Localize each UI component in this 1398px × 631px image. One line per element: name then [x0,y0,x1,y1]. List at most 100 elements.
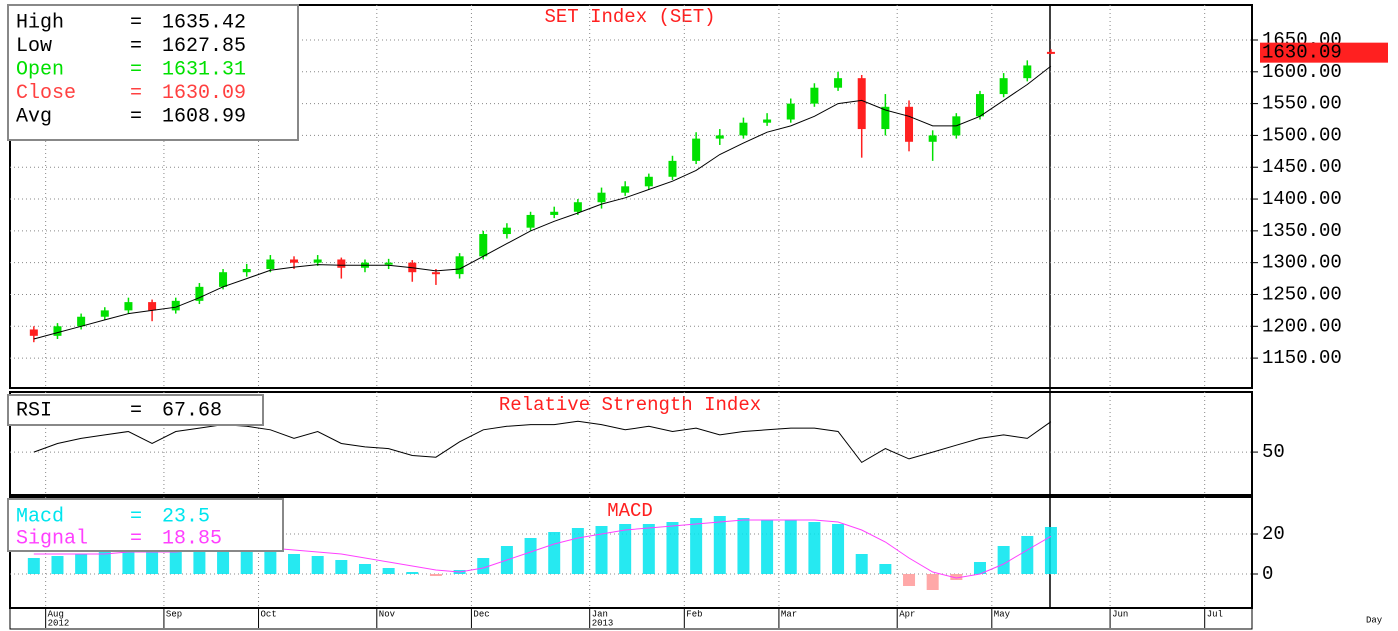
macd-bar [28,558,40,574]
candle-body [243,269,251,272]
x-tick-label: Oct [261,609,277,619]
x-tick-label: Nov [379,609,396,619]
candle-body [124,302,132,310]
readout-eq: = [130,58,142,81]
macd-bar [99,552,111,574]
readout-label: Signal [16,527,88,550]
candle-body [432,272,440,274]
macd-title: MACD [607,500,653,522]
macd-bar [1021,536,1033,574]
x-tick-label: Apr [899,609,915,619]
y-tick-label: 1150.00 [1262,347,1342,369]
y-tick-label: 1500.00 [1262,124,1342,146]
candle-body [503,228,511,234]
macd-bar [690,518,702,574]
candle-body [1023,65,1031,78]
y-tick-label: 1200.00 [1262,315,1342,337]
candle-body [266,259,274,269]
candle-body [692,139,700,161]
readout-eq: = [130,527,142,550]
macd-bar [288,554,300,574]
candle-body [668,161,676,177]
x-year-label: 2013 [592,618,614,628]
candle-body [574,202,582,212]
readout-label: Macd [16,505,64,528]
readout-value: 67.68 [162,399,222,422]
macd-bar [383,568,395,574]
candle-body [834,78,842,88]
last-price: 1630.09 [1262,42,1342,64]
y-tick-label: 50 [1262,441,1285,463]
candle-body [53,326,61,336]
macd-bar [737,518,749,574]
price-title: SET Index (SET) [544,6,715,28]
candle-body [810,88,818,104]
candle-body [337,259,345,267]
candle-body [929,135,937,141]
macd-bar [335,560,347,574]
y-tick-label: 1400.00 [1262,188,1342,210]
macd-bar [1045,527,1057,574]
candle-body [101,310,109,316]
candle-body [739,123,747,136]
x-tick-label: Sep [166,609,182,619]
readout-eq: = [130,35,142,58]
candle-body [385,263,393,265]
chart: SET Index (SET) Relative Strength Index … [0,0,1398,631]
candle-body [905,107,913,142]
readout-label: RSI [16,399,52,422]
readout-eq: = [130,399,142,422]
macd-bar [903,574,915,586]
candle-body [716,135,724,138]
macd-bar [430,574,442,576]
candle-body [787,104,795,120]
x-year-label: 2012 [48,618,70,628]
candle-body [976,94,984,116]
macd-bar [359,564,371,574]
candle-body [219,272,227,287]
macd-bar [146,552,158,574]
macd-bar [856,554,868,574]
x-tick-label: Mar [781,609,797,619]
readout-eq: = [130,505,142,528]
candle-body [527,215,535,228]
readout-eq: = [130,82,142,105]
macd-bar [927,574,939,590]
candle-body [148,302,156,310]
macd-bar [761,520,773,574]
macd-bar [477,558,489,574]
macd-bar [666,522,678,574]
y-tick-label: 1250.00 [1262,283,1342,305]
x-tick-label: Feb [686,609,702,619]
readout-label: Low [16,35,52,58]
readout-value: 18.85 [162,527,222,550]
candle-body [550,212,558,215]
readout-eq: = [130,105,142,128]
candle-body [290,259,298,262]
candle-body [645,177,653,187]
y-tick-label: 1450.00 [1262,156,1342,178]
macd-bar [264,550,276,574]
macd-bar [619,524,631,574]
macd-bar [714,516,726,574]
macd-bar [170,550,182,574]
macd-bar [572,528,584,574]
macd-bar [312,556,324,574]
x-tick-label: Dec [473,609,489,619]
macd-bar [406,572,418,574]
readout-value: 1627.85 [162,35,246,58]
readout-label: Open [16,58,64,81]
x-tick-label: May [994,609,1011,619]
rsi-title: Relative Strength Index [499,394,761,416]
y-tick-label: 1600.00 [1262,61,1342,83]
candle-body [763,120,771,123]
readout-value: 1630.09 [162,82,246,105]
macd-bar [525,538,537,574]
macd-bar [998,546,1010,574]
candle-body [314,259,322,262]
macd-bar [75,554,87,574]
macd-bar [122,550,134,574]
macd-bar [548,532,560,574]
candle-body [1047,52,1055,54]
readout-label: High [16,11,64,34]
